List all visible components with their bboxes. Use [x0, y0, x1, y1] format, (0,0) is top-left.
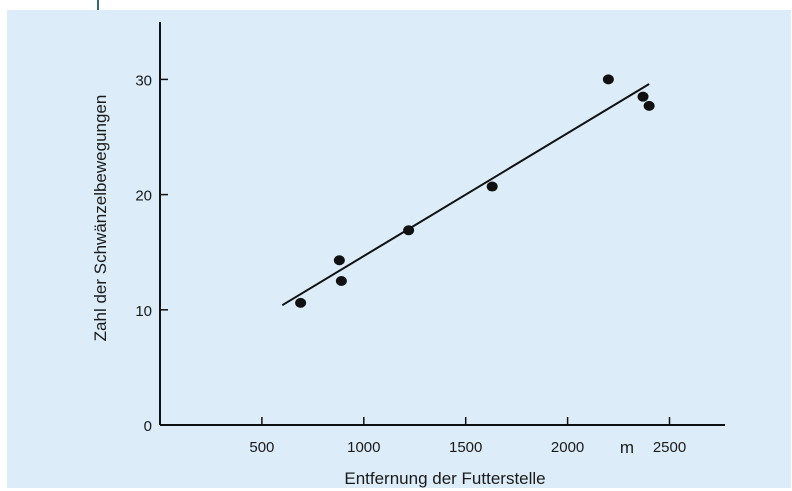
- top-border-mark: [97, 0, 99, 10]
- data-point: [403, 225, 415, 236]
- data-point: [486, 181, 498, 192]
- axes: 0 10 20 30 500 1000 1500 2000 2500: [135, 22, 725, 456]
- scatter-chart: 0 10 20 30 500 1000 1500 2000 2500 Entfernung de…: [7, 10, 791, 488]
- data-point: [637, 91, 649, 102]
- y-tick-label: 0: [144, 418, 152, 435]
- trend-line-group: [281, 83, 650, 307]
- data-point: [333, 255, 345, 266]
- x-tick-label: 1500: [449, 439, 482, 456]
- x-tick-label: 1000: [347, 439, 380, 456]
- data-point: [602, 74, 614, 85]
- y-axis-label: Zahl der Schwänzelbewegungen: [91, 95, 110, 342]
- data-point: [643, 100, 655, 111]
- data-points: [295, 74, 655, 308]
- axis-labels: Entfernung der Futterstelle Zahl der Sch…: [91, 95, 634, 488]
- y-tick-label: 20: [135, 188, 152, 205]
- y-tick-label: 30: [135, 72, 152, 89]
- data-point: [335, 276, 347, 286]
- data-point: [295, 297, 307, 308]
- chart-background: [7, 10, 791, 488]
- y-tick-label: 10: [135, 303, 152, 320]
- x-tick-label: 2000: [551, 439, 584, 456]
- x-axis-unit: m: [620, 438, 634, 457]
- x-tick-label: 500: [249, 439, 274, 456]
- trend-line: [281, 83, 650, 307]
- x-tick-label: 2500: [653, 439, 686, 456]
- x-axis-label: Entfernung der Futterstelle: [344, 469, 545, 488]
